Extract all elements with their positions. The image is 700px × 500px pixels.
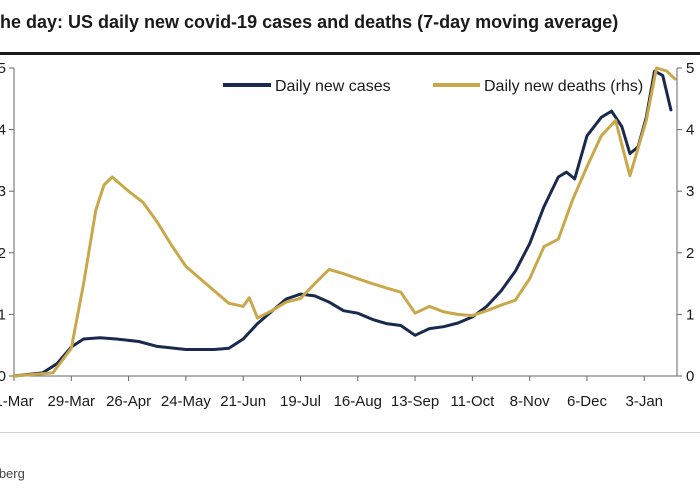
- x-tick-label: 16-Aug: [334, 393, 382, 410]
- y-tick-label-left: 1: [0, 306, 6, 323]
- y-tick-label-left: 2: [0, 245, 6, 262]
- y-tick-label-right: 5: [686, 60, 694, 77]
- chart-legend: Daily new cases Daily new deaths (rhs): [223, 78, 643, 95]
- chart-axes: [13, 68, 678, 377]
- x-tick-label: 24-May: [161, 393, 212, 410]
- x-tick-label: 29-Mar: [48, 393, 96, 410]
- x-tick-label: 1-Mar: [0, 393, 34, 410]
- chart-lines: [12, 66, 677, 378]
- page-title: the day: US daily new covid-19 cases and…: [0, 12, 619, 32]
- source-credit: mberg: [0, 466, 25, 481]
- x-tick-label: 21-Jun: [220, 393, 266, 410]
- y-tick-label-left: 0: [0, 368, 6, 385]
- x-tick-label: 13-Sep: [391, 393, 439, 410]
- y-tick-label-right: 1: [686, 306, 694, 323]
- y-tick-label-right: 3: [686, 183, 694, 200]
- x-tick-label: 3-Jan: [625, 393, 663, 410]
- series-line-daily-new-cases: [12, 69, 673, 378]
- y-tick-label-left: 5: [0, 60, 6, 77]
- legend-label-deaths: Daily new deaths (rhs): [484, 78, 643, 95]
- y-tick-label-left: 3: [0, 183, 6, 200]
- x-tick-label: 6-Dec: [567, 393, 608, 410]
- x-tick-label: 19-Jul: [280, 393, 321, 410]
- y-tick-label-right: 2: [686, 245, 694, 262]
- source-divider: [0, 432, 700, 433]
- x-tick-label: 8-Nov: [510, 393, 551, 410]
- y-tick-label-right: 4: [686, 122, 694, 139]
- y-tick-label-left: 4: [0, 122, 6, 139]
- x-axis: 1-Mar 29-Mar 26-Apr 24-May 21-Jun 19-Jul 16-Au…: [0, 376, 663, 410]
- y-axes: 0 0 1 1 2 2 3 3 4 4 5 5: [0, 60, 694, 385]
- title-divider: [0, 52, 700, 55]
- legend-label-cases: Daily new cases: [275, 78, 391, 95]
- x-tick-label: 11-Oct: [450, 393, 495, 410]
- y-tick-label-right: 0: [686, 368, 694, 385]
- title-bar: the day: US daily new covid-19 cases and…: [0, 12, 700, 55]
- x-tick-label: 26-Apr: [106, 393, 151, 410]
- series-line-daily-new-deaths: [12, 66, 677, 378]
